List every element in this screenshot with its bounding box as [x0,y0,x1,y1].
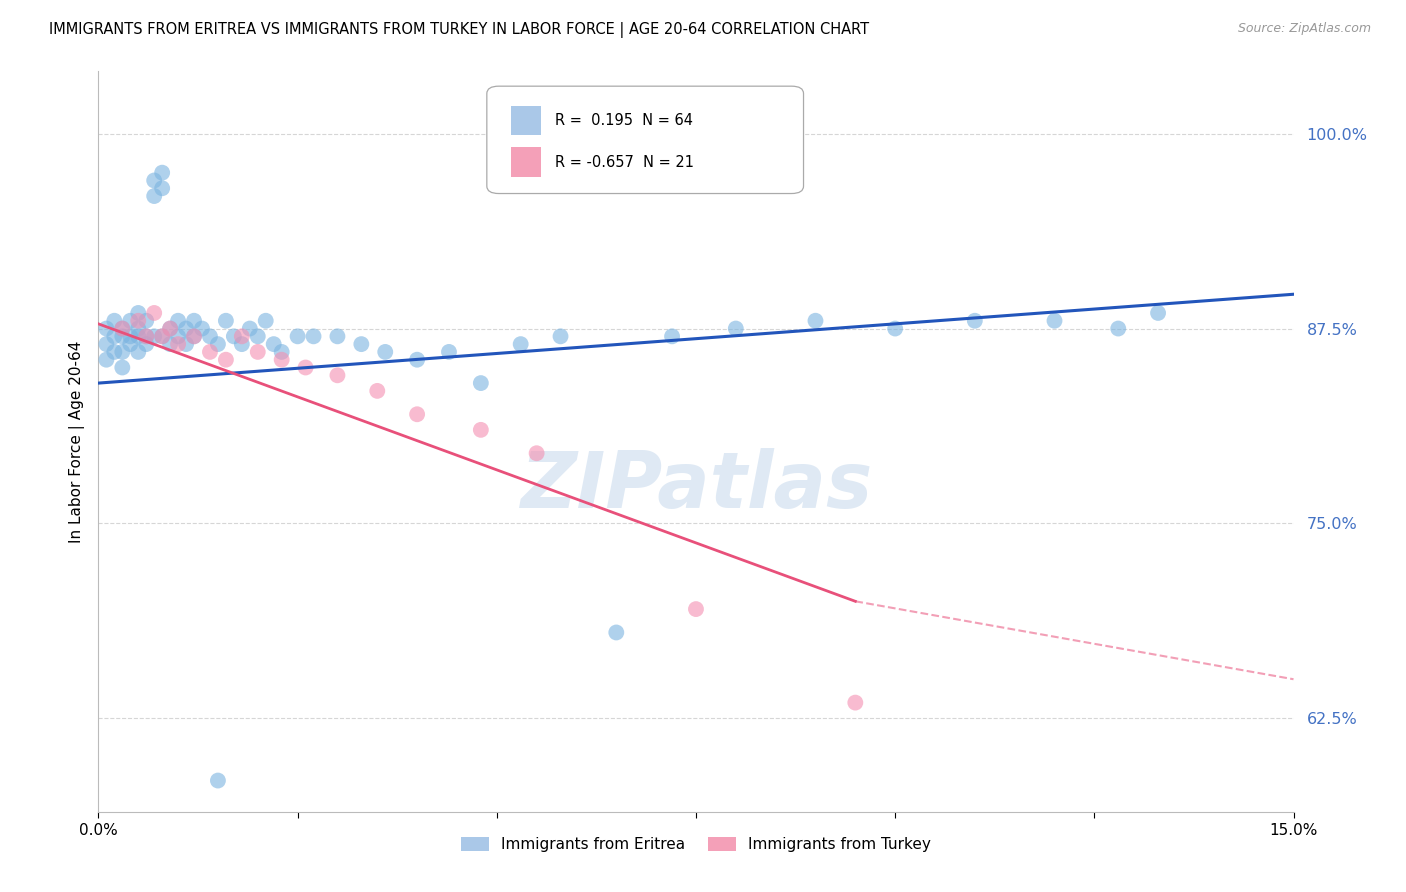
Point [111,321,134,335]
Point [150,329,173,343]
Point [150,329,173,343]
Point [159,321,181,335]
Legend: Immigrants from Eritrea, Immigrants from Turkey: Immigrants from Eritrea, Immigrants from… [454,830,938,860]
Point [127,321,149,335]
Point [183,329,205,343]
Point [167,329,190,343]
Point [111,360,134,375]
Point [231,329,253,343]
Point [135,314,157,328]
Point [246,345,269,359]
Text: Source: ZipAtlas.com: Source: ZipAtlas.com [1237,22,1371,36]
Point [135,329,157,343]
Point [159,337,181,351]
Point [470,423,492,437]
Point [222,329,245,343]
Point [143,306,166,320]
Y-axis label: In Labor Force | Age 20-64: In Labor Force | Age 20-64 [69,341,84,542]
Bar [510,105,541,136]
Point [215,352,238,367]
Point [605,625,627,640]
Point [96,352,118,367]
Point [183,314,205,328]
Point [509,337,531,351]
Point [294,360,316,375]
Point [167,314,190,328]
Point [550,329,572,343]
Text: IMMIGRANTS FROM ERITREA VS IMMIGRANTS FROM TURKEY IN LABOR FORCE | AGE 20-64 COR: IMMIGRANTS FROM ERITREA VS IMMIGRANTS FR… [49,22,869,38]
Point [470,376,492,390]
Point [135,329,157,343]
Point [1107,321,1129,335]
Point [963,314,986,328]
Point [270,345,292,359]
Point [127,329,149,343]
Point [96,321,118,335]
Point [150,166,173,180]
Point [254,314,277,328]
Point [302,329,325,343]
Point [111,329,134,343]
Point [406,407,429,421]
Point [159,321,181,335]
Point [804,314,827,328]
Point [127,345,149,359]
Point [103,345,125,359]
Point [215,314,238,328]
Point [207,337,229,351]
Point [174,321,197,335]
Point [263,337,285,351]
Point [239,321,262,335]
Point [350,337,373,351]
Text: R =  0.195  N = 64: R = 0.195 N = 64 [555,113,693,128]
Point [96,337,118,351]
Point [526,446,548,460]
Point [437,345,460,359]
Point [1147,306,1170,320]
Point [246,329,269,343]
Point [167,337,190,351]
Point [120,314,142,328]
Point [150,181,173,195]
Point [120,329,142,343]
Text: ZIPatlas: ZIPatlas [520,448,872,524]
Point [326,329,349,343]
Point [685,602,707,616]
Point [135,337,157,351]
Point [143,173,166,187]
Point [270,352,292,367]
Point [406,352,429,367]
Point [103,314,125,328]
Point [374,345,396,359]
Point [111,345,134,359]
Point [120,337,142,351]
Point [724,321,747,335]
Point [143,189,166,203]
Point [183,329,205,343]
Point [191,321,214,335]
Point [103,329,125,343]
Point [884,321,907,335]
Point [198,345,221,359]
Point [287,329,309,343]
Point [143,329,166,343]
Bar [510,147,541,177]
Point [661,329,683,343]
Point [127,306,149,320]
Point [111,321,134,335]
FancyBboxPatch shape [486,87,804,194]
Point [844,696,866,710]
Point [231,337,253,351]
Point [326,368,349,383]
Point [174,337,197,351]
Point [1043,314,1066,328]
Point [366,384,388,398]
Point [198,329,221,343]
Point [127,314,149,328]
Text: R = -0.657  N = 21: R = -0.657 N = 21 [555,154,695,169]
Point [207,773,229,788]
